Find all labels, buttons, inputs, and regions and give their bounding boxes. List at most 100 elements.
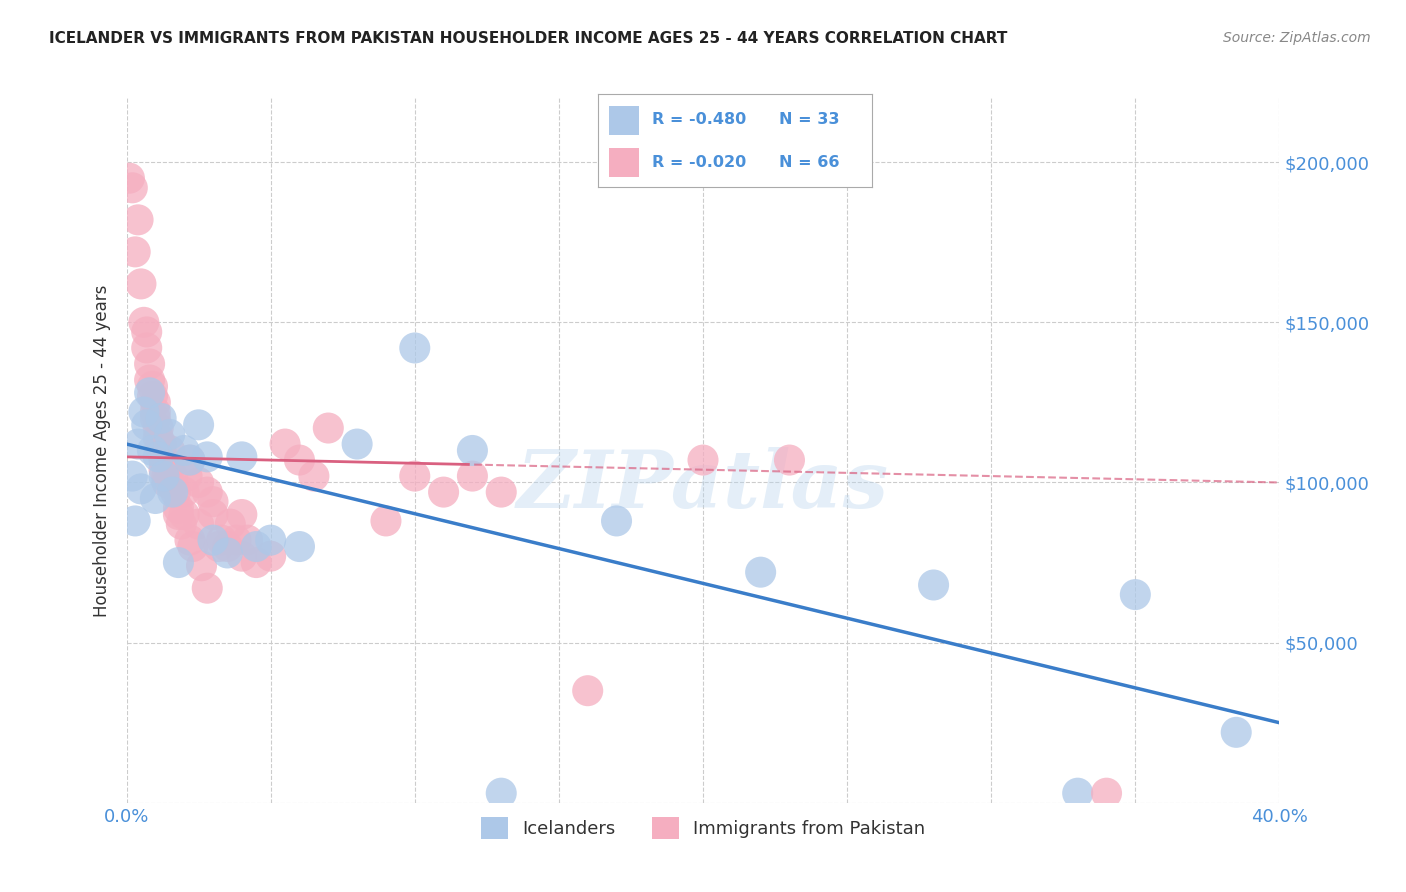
Legend: Icelanders, Immigrants from Pakistan: Icelanders, Immigrants from Pakistan: [474, 810, 932, 847]
Point: [288, 453, 311, 467]
Point: [121, 181, 143, 195]
Point: [208, 540, 231, 554]
Point: [491, 485, 513, 500]
Point: [148, 431, 170, 445]
Text: ICELANDER VS IMMIGRANTS FROM PAKISTAN HOUSEHOLDER INCOME AGES 25 - 44 YEARS CORR: ICELANDER VS IMMIGRANTS FROM PAKISTAN HO…: [49, 31, 1008, 46]
Point: [404, 341, 426, 355]
Point: [231, 450, 253, 464]
Point: [1067, 786, 1090, 800]
Point: [576, 683, 599, 698]
Point: [433, 485, 456, 500]
Point: [692, 453, 714, 467]
Text: N = 33: N = 33: [779, 112, 839, 128]
Point: [138, 373, 160, 387]
Point: [187, 517, 209, 532]
Point: [153, 469, 176, 483]
Point: [145, 411, 166, 425]
Point: [173, 485, 195, 500]
Point: [245, 556, 267, 570]
Point: [491, 786, 513, 800]
Point: [148, 421, 170, 435]
Point: [145, 395, 166, 409]
Point: [150, 411, 173, 425]
Point: [150, 443, 173, 458]
Point: [231, 549, 253, 564]
Point: [127, 437, 149, 451]
Text: R = -0.020: R = -0.020: [652, 154, 747, 169]
Point: [179, 453, 201, 467]
Point: [153, 463, 176, 477]
FancyBboxPatch shape: [609, 106, 638, 135]
Point: [165, 485, 187, 500]
Point: [1225, 725, 1247, 739]
Point: [135, 417, 157, 432]
Point: [259, 533, 281, 548]
Y-axis label: Householder Income Ages 25 - 44 years: Householder Income Ages 25 - 44 years: [93, 285, 111, 616]
Text: Source: ZipAtlas.com: Source: ZipAtlas.com: [1223, 31, 1371, 45]
Point: [195, 485, 218, 500]
Point: [159, 459, 181, 474]
Point: [141, 443, 163, 458]
Point: [259, 549, 281, 564]
Point: [181, 540, 204, 554]
Point: [176, 469, 198, 483]
Point: [217, 540, 239, 554]
Point: [156, 469, 179, 483]
Point: [162, 478, 184, 492]
Point: [148, 450, 170, 464]
Point: [138, 385, 160, 400]
Point: [346, 437, 368, 451]
Point: [159, 443, 181, 458]
Point: [922, 578, 945, 592]
Point: [202, 494, 225, 508]
Point: [195, 450, 218, 464]
Point: [135, 325, 157, 339]
Point: [124, 514, 146, 528]
Point: [170, 517, 193, 532]
Point: [1125, 588, 1147, 602]
Point: [150, 437, 173, 451]
Point: [374, 514, 398, 528]
Point: [231, 508, 253, 522]
Point: [779, 453, 801, 467]
Point: [461, 469, 484, 483]
Point: [202, 508, 225, 522]
Point: [236, 533, 259, 548]
Point: [219, 517, 242, 532]
Point: [162, 485, 184, 500]
Point: [606, 514, 628, 528]
Point: [135, 341, 157, 355]
Text: R = -0.480: R = -0.480: [652, 112, 747, 128]
Point: [124, 244, 146, 259]
Point: [217, 546, 239, 560]
Point: [156, 475, 179, 490]
Point: [1095, 786, 1118, 800]
Point: [179, 533, 201, 548]
Point: [404, 469, 426, 483]
Point: [167, 556, 190, 570]
Point: [132, 315, 155, 329]
Point: [749, 565, 772, 579]
Point: [129, 277, 152, 291]
Point: [195, 581, 218, 595]
Point: [138, 357, 160, 371]
Point: [141, 379, 163, 393]
Point: [132, 405, 155, 419]
Point: [274, 437, 297, 451]
Point: [190, 558, 212, 573]
Point: [145, 405, 166, 419]
Point: [461, 443, 484, 458]
Point: [202, 533, 225, 548]
Point: [245, 540, 267, 554]
Point: [225, 533, 247, 548]
Point: [187, 475, 209, 490]
Point: [145, 491, 166, 506]
Point: [173, 508, 195, 522]
Point: [288, 540, 311, 554]
Text: ZIPatlas: ZIPatlas: [517, 447, 889, 524]
Point: [318, 421, 340, 435]
Point: [302, 469, 325, 483]
Point: [129, 482, 152, 496]
Point: [141, 389, 163, 403]
Point: [167, 508, 190, 522]
